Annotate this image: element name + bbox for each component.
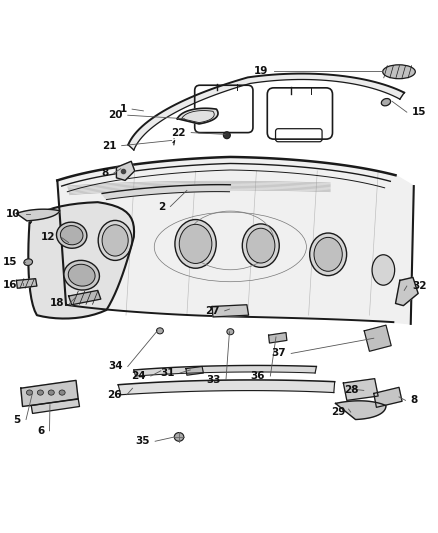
- Ellipse shape: [313, 237, 342, 271]
- Text: 27: 27: [205, 306, 219, 316]
- Text: 37: 37: [271, 349, 285, 358]
- Polygon shape: [102, 184, 230, 199]
- Polygon shape: [17, 279, 37, 288]
- Polygon shape: [68, 290, 101, 305]
- Text: 26: 26: [107, 390, 121, 400]
- Ellipse shape: [246, 228, 274, 263]
- Ellipse shape: [242, 224, 279, 268]
- Text: 19: 19: [254, 66, 268, 76]
- Text: 18: 18: [49, 298, 64, 309]
- Polygon shape: [373, 387, 401, 407]
- Text: 34: 34: [108, 361, 122, 372]
- Ellipse shape: [309, 233, 346, 276]
- Polygon shape: [31, 399, 79, 414]
- Ellipse shape: [59, 390, 65, 395]
- Polygon shape: [395, 277, 417, 305]
- Polygon shape: [21, 381, 78, 407]
- Text: 33: 33: [206, 375, 220, 384]
- Polygon shape: [186, 367, 203, 375]
- Text: 2: 2: [158, 201, 165, 212]
- Polygon shape: [134, 366, 316, 376]
- Polygon shape: [335, 401, 385, 419]
- Ellipse shape: [26, 390, 32, 395]
- Ellipse shape: [37, 390, 43, 395]
- Ellipse shape: [371, 255, 394, 285]
- Ellipse shape: [381, 99, 390, 106]
- Ellipse shape: [60, 225, 83, 245]
- Polygon shape: [343, 378, 377, 400]
- Polygon shape: [128, 74, 403, 150]
- Ellipse shape: [223, 132, 230, 139]
- Ellipse shape: [24, 259, 32, 265]
- Ellipse shape: [102, 225, 128, 256]
- Text: 1: 1: [120, 104, 127, 114]
- Polygon shape: [116, 161, 134, 181]
- Text: 22: 22: [171, 127, 186, 138]
- Ellipse shape: [226, 329, 233, 335]
- Text: 31: 31: [160, 368, 174, 378]
- Polygon shape: [268, 333, 286, 343]
- Ellipse shape: [64, 260, 99, 290]
- Text: 28: 28: [343, 385, 358, 395]
- Polygon shape: [364, 325, 390, 351]
- Text: 12: 12: [41, 232, 56, 242]
- Polygon shape: [17, 209, 60, 221]
- Text: 16: 16: [3, 280, 17, 290]
- Polygon shape: [57, 157, 413, 324]
- Polygon shape: [177, 108, 218, 124]
- Ellipse shape: [382, 65, 414, 79]
- Ellipse shape: [156, 328, 163, 334]
- Ellipse shape: [57, 222, 87, 248]
- Text: 24: 24: [131, 371, 145, 381]
- Ellipse shape: [179, 224, 212, 263]
- Ellipse shape: [174, 220, 216, 268]
- Text: 15: 15: [411, 107, 426, 117]
- Ellipse shape: [68, 264, 95, 286]
- Text: 36: 36: [250, 371, 265, 381]
- Text: 8: 8: [101, 168, 108, 178]
- Polygon shape: [28, 202, 134, 319]
- Text: 15: 15: [3, 257, 17, 267]
- Ellipse shape: [98, 221, 132, 261]
- Text: 20: 20: [108, 110, 122, 120]
- Text: 35: 35: [135, 436, 150, 446]
- Text: 29: 29: [330, 407, 345, 417]
- Text: 6: 6: [37, 426, 44, 436]
- Text: 32: 32: [411, 281, 426, 291]
- Polygon shape: [118, 380, 334, 395]
- Text: 8: 8: [410, 395, 417, 406]
- Polygon shape: [212, 305, 248, 317]
- Text: 10: 10: [6, 209, 21, 220]
- Ellipse shape: [174, 433, 184, 441]
- Text: 21: 21: [102, 141, 116, 151]
- Text: 5: 5: [14, 415, 21, 424]
- Ellipse shape: [48, 390, 54, 395]
